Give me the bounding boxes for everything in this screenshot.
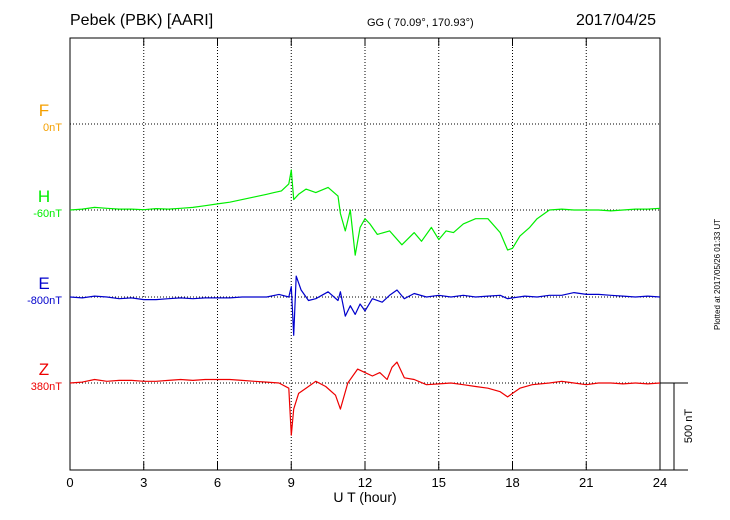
- component-name-z: Z: [39, 360, 49, 379]
- trace-z: [69, 361, 661, 436]
- station-title: Pebek (PBK) [AARI]: [70, 12, 214, 29]
- component-baseline-z: 380nT: [31, 381, 62, 393]
- x-tick-label: 24: [653, 475, 667, 490]
- x-tick-label: 9: [288, 475, 295, 490]
- plotted-timestamp: Plotted at 2017/05/26 01:33 UT: [713, 218, 722, 330]
- x-tick-label: 15: [432, 475, 446, 490]
- grid-lines: [70, 38, 660, 470]
- component-name-f: F: [39, 101, 49, 120]
- trace-h: [69, 169, 661, 256]
- x-axis-ticks: 0 3 6 9 12 15 18 21 24: [66, 38, 667, 490]
- x-axis-label: U T (hour): [333, 489, 396, 505]
- component-name-h: H: [38, 187, 50, 206]
- x-tick-label: 3: [140, 475, 147, 490]
- x-tick-label: 6: [214, 475, 221, 490]
- x-tick-label: 0: [66, 475, 73, 490]
- component-traces: [69, 169, 661, 436]
- scale-bar: 500 nT: [660, 382, 695, 471]
- component-baseline-f: 0nT: [43, 122, 62, 134]
- x-tick-label: 21: [579, 475, 593, 490]
- trace-e: [69, 275, 661, 336]
- x-tick-label: 12: [358, 475, 372, 490]
- component-labels: F 0nT H -60nT E -800nT Z 380nT: [27, 101, 62, 393]
- x-tick-label: 18: [505, 475, 519, 490]
- component-baseline-e: -800nT: [27, 295, 62, 307]
- component-name-e: E: [38, 274, 49, 293]
- geographic-coordinates: GG ( 70.09°, 170.93°): [367, 17, 474, 29]
- component-baseline-h: -60nT: [33, 208, 62, 220]
- observation-date: 2017/04/25: [576, 12, 657, 29]
- scale-bar-label: 500 nT: [683, 409, 695, 444]
